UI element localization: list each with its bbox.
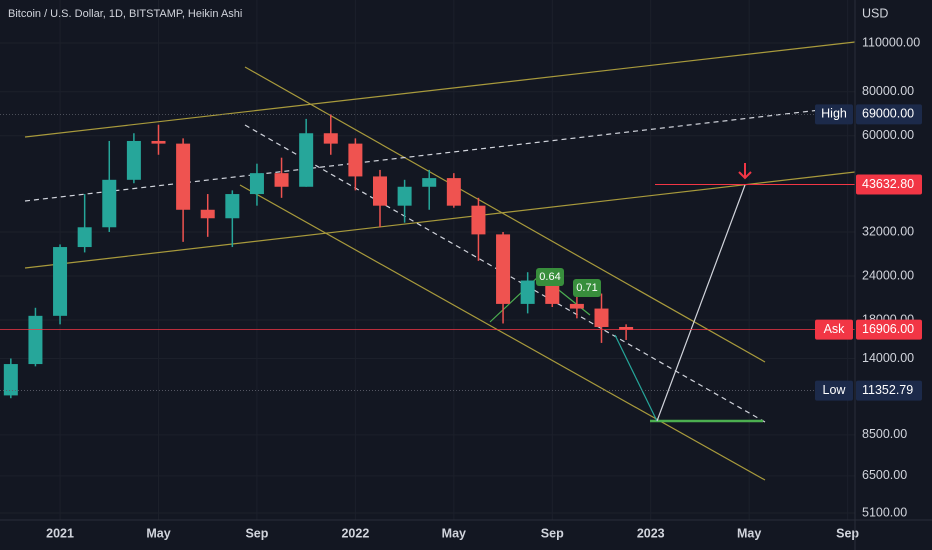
- x-tick-label: Sep: [541, 526, 564, 540]
- x-tick-label: May: [146, 526, 170, 540]
- price-value: 43632.80: [862, 177, 914, 191]
- candle-body: [225, 194, 240, 219]
- projection: [656, 184, 746, 422]
- labels: 110000.00 80000.00 60000.00 32000.00 24000.0…: [0, 35, 922, 540]
- candle-body: [323, 133, 338, 144]
- x-tick-label: May: [442, 526, 466, 540]
- price-tag: [856, 319, 922, 340]
- price-tag: [815, 319, 853, 340]
- x-tick-label: Sep: [836, 526, 859, 540]
- arrow-icon: [738, 163, 752, 180]
- annotation-box: [573, 279, 601, 297]
- projection: [614, 334, 658, 422]
- axis-unit: USD: [862, 6, 888, 20]
- y-tick-label: 6500.00: [862, 468, 907, 482]
- trendline: [244, 66, 766, 363]
- y-tick-label: 5100.00: [862, 505, 907, 519]
- x-tick-label: May: [737, 526, 761, 540]
- candle-body: [545, 280, 560, 304]
- x-tick-label: 2023: [637, 526, 665, 540]
- y-tick-label: 110000.00: [862, 35, 920, 49]
- candle-body: [176, 143, 191, 210]
- price-value: 69000.00: [862, 107, 914, 121]
- price-tag: [815, 380, 853, 401]
- trendline: [239, 184, 766, 481]
- candle-body: [126, 140, 141, 180]
- price-value: 11352.79: [862, 383, 913, 397]
- trendline: [24, 41, 856, 138]
- candle-body: [102, 179, 117, 228]
- grid: [0, 0, 855, 520]
- price-tag: [856, 174, 922, 195]
- price-tag-label: Ask: [824, 322, 846, 336]
- candle-body: [496, 234, 511, 304]
- candle-body: [569, 303, 584, 309]
- x-tick-label: 2022: [341, 526, 369, 540]
- candle-body: [373, 176, 387, 206]
- candle-body: [3, 364, 18, 396]
- price-value: 16906.00: [862, 322, 914, 336]
- candle-body: [520, 280, 535, 304]
- price-tag: [856, 104, 922, 125]
- candle-body: [397, 186, 412, 206]
- price-tag: [856, 380, 922, 401]
- price-tag: [815, 104, 853, 125]
- candle-body: [619, 326, 634, 330]
- annotation: 0.64: [539, 271, 560, 283]
- candles: [3, 114, 634, 399]
- y-tick-label: 60000.00: [862, 128, 914, 142]
- candle-body: [77, 227, 92, 248]
- candle-body: [200, 209, 215, 219]
- candle-body: [28, 315, 43, 365]
- candle-body: [594, 308, 609, 327]
- dashed-line: [24, 109, 821, 202]
- x-tick-label: 2021: [46, 526, 74, 540]
- candle-body: [422, 178, 437, 187]
- annotation: 0.71: [576, 282, 597, 294]
- x-tick-label: Sep: [245, 526, 268, 540]
- annotation-box: [536, 268, 564, 286]
- y-tick-label: 24000.00: [862, 268, 914, 282]
- candle-body: [471, 205, 486, 235]
- candle-body: [274, 173, 289, 187]
- candle-body: [446, 178, 461, 206]
- price-tag-label: Low: [823, 383, 847, 397]
- candle-body: [151, 140, 166, 144]
- price-tag-label: High: [821, 107, 847, 121]
- y-tick-label: 80000.00: [862, 84, 914, 98]
- y-tick-label: 32000.00: [862, 224, 914, 238]
- trendline: [24, 171, 856, 269]
- candle-body: [348, 143, 363, 177]
- y-tick-label: 8500.00: [862, 427, 907, 441]
- candle-body: [249, 173, 264, 195]
- candle-body: [53, 247, 68, 316]
- chart-title: Bitcoin / U.S. Dollar, 1D, BITSTAMP, Hei…: [8, 8, 242, 20]
- y-tick-label: 14000.00: [862, 351, 914, 365]
- candle-body: [299, 133, 314, 187]
